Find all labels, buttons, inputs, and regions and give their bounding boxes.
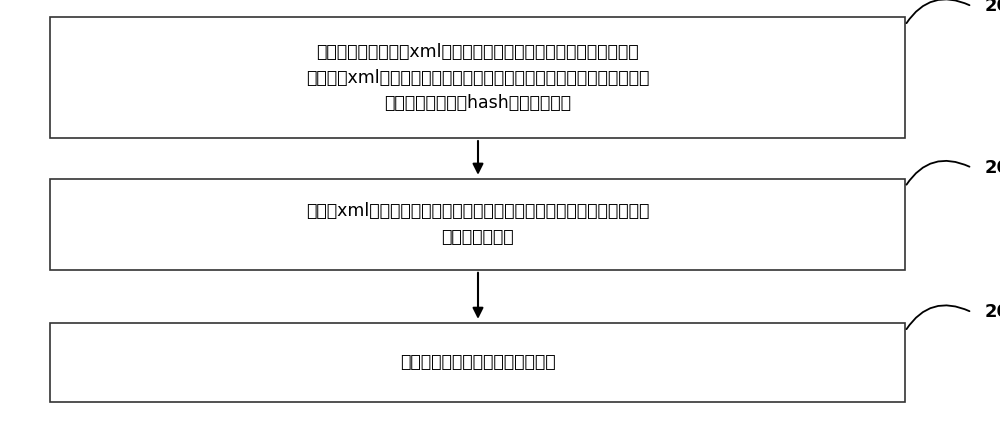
Text: 将所述数据项信息写入目标数据库: 将所述数据项信息写入目标数据库 [400,353,555,371]
Text: 定时获取网站发布的xml格式的变更过程记录表中的变更过程数据文
件，所述xml格式的变更过程记录表中的变更过程数据文件是根据源数据
表对应影子表中的hash值字: 定时获取网站发布的xml格式的变更过程记录表中的变更过程数据文 件，所述xml格… [306,43,649,112]
Text: 201: 201 [985,0,1000,15]
FancyBboxPatch shape [50,323,905,402]
FancyBboxPatch shape [50,178,905,270]
Text: 203: 203 [985,159,1000,177]
Text: 将所述xml格式的变更过程记录表中的变更过程数据文件进行解析获得相
应的数据项信息: 将所述xml格式的变更过程记录表中的变更过程数据文件进行解析获得相 应的数据项信… [306,202,649,246]
FancyBboxPatch shape [50,17,905,138]
Text: 205: 205 [985,303,1000,321]
